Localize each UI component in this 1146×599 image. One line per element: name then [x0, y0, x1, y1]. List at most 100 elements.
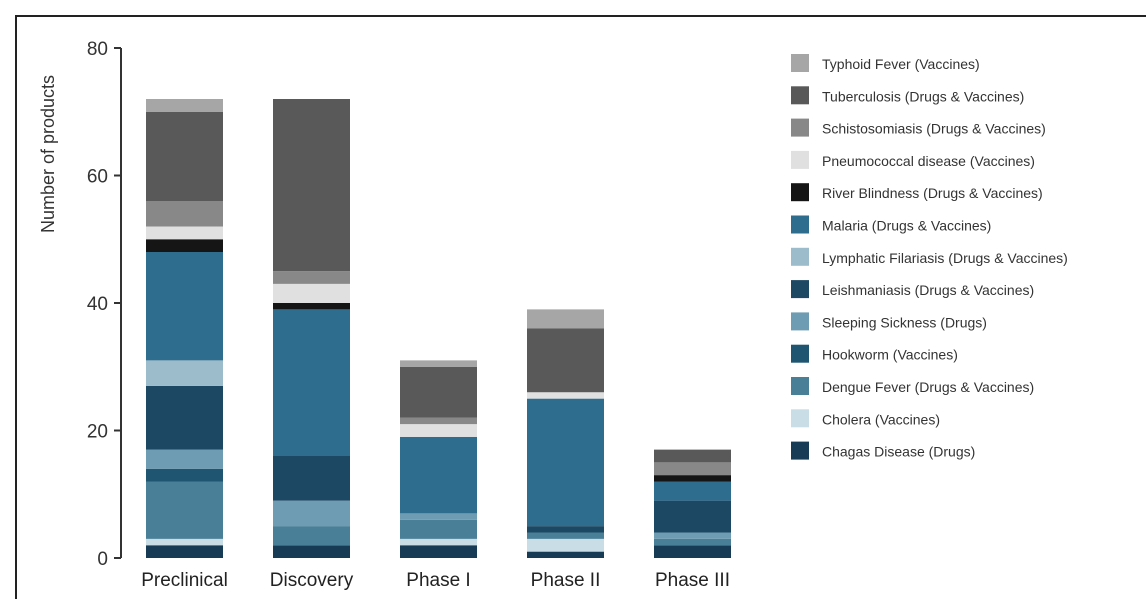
bar-segment-0-8: [146, 239, 223, 252]
legend-label-9: Hookworm (Vaccines): [822, 347, 958, 363]
legend-swatch-5: [791, 215, 809, 234]
legend-label-3: Pneumococcal disease (Vaccines): [822, 153, 1035, 169]
legend-label-2: Schistosomiasis (Drugs & Vaccines): [822, 121, 1046, 137]
bar-segment-2-2: [400, 519, 477, 539]
bar-segment-4-7: [654, 481, 731, 501]
bar-segment-1-11: [273, 99, 350, 272]
legend-item-1: Tuberculosis (Drugs & Vaccines): [791, 86, 1024, 105]
bar-segment-2-11: [400, 366, 477, 418]
legend-label-4: River Blindness (Drugs & Vaccines): [822, 185, 1043, 201]
legend-label-7: Leishmaniasis (Drugs & Vaccines): [822, 282, 1034, 298]
bar-segment-4-8: [654, 475, 731, 482]
bar-segment-0-6: [146, 360, 223, 386]
chart-frame: [15, 15, 1146, 599]
legend-item-8: Sleeping Sickness (Drugs): [791, 312, 987, 331]
y-tick-label-80: 80: [87, 39, 108, 60]
bar-segment-0-5: [146, 385, 223, 450]
legend-item-9: Hookworm (Vaccines): [791, 344, 958, 363]
bar-segment-0-0: [146, 545, 223, 558]
legend-item-10: Dengue Fever (Drugs & Vaccines): [791, 377, 1034, 395]
category-labels: Preclinical Discovery Phase I Phase II Phase…: [141, 570, 730, 591]
bar-segment-1-2: [273, 526, 350, 546]
legend-item-0: Typhoid Fever (Vaccines): [791, 54, 980, 72]
bar-segment-4-2: [654, 538, 731, 546]
bar-segment-2-7: [400, 436, 477, 514]
legend-label-12: Chagas Disease (Drugs): [822, 444, 975, 460]
category-label-0: Preclinical: [141, 570, 228, 591]
legend-swatch-12: [791, 441, 809, 460]
bar-segment-1-0: [273, 545, 350, 558]
bar-segment-0-2: [146, 481, 223, 539]
y-axis-title: Number of products: [38, 75, 58, 233]
bar-segment-4-11: [654, 449, 731, 463]
bars: [146, 99, 731, 558]
bar-segment-3-0: [527, 551, 604, 558]
legend-swatch-8: [791, 312, 809, 331]
bar-segment-0-9: [146, 226, 223, 240]
bar-segment-2-12: [400, 360, 477, 367]
legend-item-7: Leishmaniasis (Drugs & Vaccines): [791, 280, 1034, 299]
legend-label-1: Tuberculosis (Drugs & Vaccines): [822, 88, 1024, 104]
bar-segment-4-5: [654, 500, 731, 533]
legend-swatch-7: [791, 280, 809, 299]
bar-segment-0-4: [146, 449, 223, 469]
bar-segment-2-1: [400, 538, 477, 546]
bar-stack-2: [400, 360, 477, 558]
bar-segment-4-4: [654, 532, 731, 539]
bar-segment-1-4: [273, 500, 350, 527]
y-tick-label-20: 20: [87, 422, 108, 443]
bar-segment-2-0: [400, 545, 477, 558]
legend-item-3: Pneumococcal disease (Vaccines): [791, 150, 1035, 169]
bar-segment-0-3: [146, 468, 223, 482]
bar-segment-2-10: [400, 417, 477, 425]
bar-segment-1-7: [273, 309, 350, 456]
legend-item-5: Malaria (Drugs & Vaccines): [791, 215, 991, 234]
bar-segment-0-10: [146, 201, 223, 227]
bar-segment-1-5: [273, 456, 350, 501]
legend-label-5: Malaria (Drugs & Vaccines): [822, 218, 991, 234]
bar-segment-0-1: [146, 538, 223, 546]
bar-segment-3-2: [527, 532, 604, 539]
bar-segment-1-8: [273, 303, 350, 310]
category-label-4: Phase III: [655, 570, 730, 591]
y-tick-labels: 0 20 40 60 80: [87, 39, 121, 570]
bar-segment-3-7: [527, 398, 604, 527]
category-label-1: Discovery: [270, 570, 354, 591]
legend-label-10: Dengue Fever (Drugs & Vaccines): [822, 379, 1034, 395]
legend-swatch-4: [791, 183, 809, 202]
legend-swatch-0: [791, 54, 809, 72]
bar-segment-0-7: [146, 252, 223, 361]
y-axis: 0 20 40 60 80: [87, 39, 122, 570]
y-tick-label-40: 40: [87, 294, 108, 315]
legend-label-8: Sleeping Sickness (Drugs): [822, 314, 987, 330]
bar-segment-3-9: [527, 392, 604, 399]
bar-segment-4-0: [654, 545, 731, 558]
legend-swatch-11: [791, 409, 809, 428]
legend-swatch-9: [791, 344, 809, 363]
legend-label-11: Cholera (Vaccines): [822, 411, 940, 427]
category-label-2: Phase I: [406, 570, 470, 591]
bar-segment-0-11: [146, 111, 223, 201]
bar-stack-3: [527, 309, 604, 558]
category-label-3: Phase II: [531, 570, 601, 591]
legend-item-6: Lymphatic Filariasis (Drugs & Vaccines): [791, 247, 1068, 266]
bar-segment-2-4: [400, 513, 477, 520]
legend-item-11: Cholera (Vaccines): [791, 409, 940, 428]
bar-stack-4: [654, 449, 731, 558]
y-tick-label-60: 60: [87, 167, 108, 188]
legend-item-2: Schistosomiasis (Drugs & Vaccines): [791, 118, 1046, 137]
legend-swatch-1: [791, 86, 809, 105]
legend: Typhoid Fever (Vaccines) Tuberculosis (Dr…: [791, 54, 1068, 460]
legend-swatch-2: [791, 118, 809, 137]
bar-segment-1-10: [273, 271, 350, 284]
legend-item-4: River Blindness (Drugs & Vaccines): [791, 183, 1043, 202]
bar-segment-3-12: [527, 309, 604, 329]
legend-swatch-3: [791, 150, 809, 169]
bar-stack-0: [146, 99, 223, 558]
bar-segment-2-9: [400, 424, 477, 437]
bar-segment-3-1: [527, 538, 604, 552]
y-tick-label-0: 0: [97, 549, 108, 570]
legend-swatch-10: [791, 377, 809, 395]
legend-label-6: Lymphatic Filariasis (Drugs & Vaccines): [822, 250, 1068, 266]
